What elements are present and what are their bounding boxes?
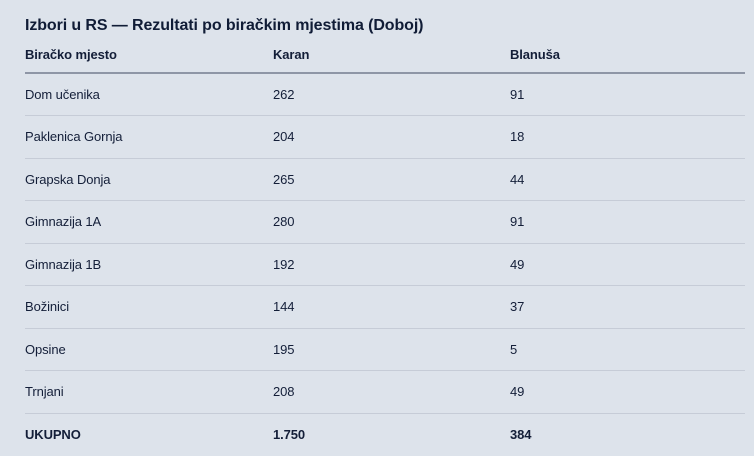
- cell-karan: 280: [273, 200, 510, 244]
- cell-mjesto: Božinici: [25, 285, 273, 329]
- column-header-karan: Karan: [273, 37, 510, 74]
- table-total-row: UKUPNO 1.750 384: [25, 413, 745, 456]
- cell-karan: 208: [273, 370, 510, 414]
- table-row: Gimnazija 1B 192 49: [25, 243, 745, 286]
- results-table: Biračko mjesto Karan Blanuša Dom učenika…: [25, 37, 745, 456]
- cell-mjesto: Paklenica Gornja: [25, 115, 273, 159]
- table-row: Opsine 195 5: [25, 328, 745, 371]
- cell-mjesto: Dom učenika: [25, 73, 273, 116]
- table-row: Gimnazija 1A 280 91: [25, 200, 745, 244]
- cell-blanusa: 44: [510, 158, 745, 201]
- column-header-biracko-mjesto: Biračko mjesto: [25, 37, 273, 74]
- page-title: Izbori u RS — Rezultati po biračkim mjes…: [25, 17, 424, 34]
- cell-karan: 144: [273, 285, 510, 329]
- cell-blanusa: 18: [510, 115, 745, 159]
- cell-blanusa: 49: [510, 370, 745, 414]
- cell-total-blanusa: 384: [510, 427, 532, 443]
- cell-karan: 265: [273, 158, 510, 201]
- cell-total-karan: 1.750: [273, 427, 306, 443]
- column-header-blanusa: Blanuša: [510, 37, 745, 74]
- cell-blanusa: 49: [510, 243, 745, 286]
- cell-mjesto: Opsine: [25, 328, 273, 371]
- cell-karan: 192: [273, 243, 510, 286]
- table-row: Trnjani 208 49: [25, 370, 745, 414]
- table-header-row: Biračko mjesto Karan Blanuša: [25, 37, 745, 74]
- cell-blanusa: 91: [510, 73, 745, 116]
- cell-mjesto: Grapska Donja: [25, 158, 273, 201]
- table-row: Paklenica Gornja 204 18: [25, 115, 745, 159]
- cell-blanusa: 91: [510, 200, 745, 244]
- cell-blanusa: 5: [510, 328, 745, 371]
- cell-karan: 195: [273, 328, 510, 371]
- cell-mjesto: Gimnazija 1B: [25, 243, 273, 286]
- cell-karan: 262: [273, 73, 510, 116]
- cell-karan: 204: [273, 115, 510, 159]
- cell-blanusa: 37: [510, 285, 745, 329]
- cell-mjesto: Gimnazija 1A: [25, 200, 273, 244]
- table-row: Dom učenika 262 91: [25, 73, 745, 116]
- cell-mjesto: Trnjani: [25, 370, 273, 414]
- table-row: Božinici 144 37: [25, 285, 745, 329]
- cell-total-label: UKUPNO: [25, 427, 81, 443]
- table-row: Grapska Donja 265 44: [25, 158, 745, 201]
